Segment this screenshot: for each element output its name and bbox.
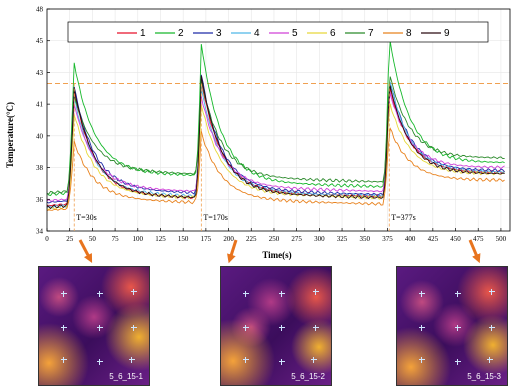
legend-label: 5: [292, 28, 298, 39]
legend-label: 6: [330, 28, 336, 39]
sensor-mark-icon: [419, 357, 425, 363]
x-axis-label: Time(s): [262, 250, 291, 260]
y-tick-label: 40: [36, 132, 44, 140]
y-tick-label: 34: [36, 228, 44, 236]
series-line-6: [46, 103, 505, 211]
sensor-mark-icon: [313, 289, 319, 295]
x-tick-label: 150: [178, 235, 189, 243]
sensor-mark-icon: [489, 289, 495, 295]
x-tick-label: 50: [89, 235, 97, 243]
x-tick-label: 375: [382, 235, 393, 243]
sensor-mark-icon: [61, 325, 67, 331]
x-tick-label: 125: [155, 235, 166, 243]
sensor-mark-icon: [455, 325, 461, 331]
sensor-mark-icon: [243, 291, 249, 297]
sensor-mark-icon: [97, 325, 103, 331]
x-tick-label: 425: [428, 235, 439, 243]
peak-annotation: T=30s: [76, 213, 97, 222]
peak-annotation: T=170s: [203, 213, 228, 222]
x-tick-label: 175: [201, 235, 212, 243]
x-tick-label: 200: [223, 235, 234, 243]
image-pointer-arrow: [468, 239, 481, 264]
sensor-mark-icon: [311, 357, 317, 363]
y-tick-label: 41: [36, 101, 44, 109]
legend-label: 1: [140, 28, 146, 39]
sensor-mark-icon: [279, 325, 285, 331]
sensor-mark-icon: [61, 291, 67, 297]
x-tick-label: 300: [314, 235, 325, 243]
y-tick-label: 43: [36, 69, 44, 77]
y-tick-label: 48: [36, 6, 44, 14]
plot-frame: [46, 8, 511, 232]
sensor-mark-icon: [243, 325, 249, 331]
x-tick-label: 75: [112, 235, 120, 243]
sensor-mark-icon: [61, 357, 67, 363]
sensor-mark-icon: [97, 291, 103, 297]
image-pointer-arrow: [78, 239, 93, 263]
sensor-mark-icon: [243, 357, 249, 363]
x-tick-label: 325: [337, 235, 348, 243]
legend-label: 4: [254, 28, 260, 39]
y-tick-label: 45: [36, 37, 44, 45]
y-axis-label: Temperature(°C): [5, 102, 15, 168]
x-tick-label: 25: [66, 235, 74, 243]
y-tick-label: 36: [36, 196, 44, 204]
x-tick-label: 475: [473, 235, 484, 243]
sensor-mark-icon: [419, 325, 425, 331]
x-tick-label: 100: [133, 235, 144, 243]
sensor-mark-icon: [97, 359, 103, 365]
series-line-7: [46, 76, 505, 195]
legend-label: 2: [178, 28, 184, 39]
legend-label: 7: [368, 28, 374, 39]
sensor-mark-icon: [455, 291, 461, 297]
series-line-2: [46, 41, 505, 197]
series-line-1: [46, 78, 505, 207]
thermal-image-2: 5_6_15-2: [220, 266, 332, 386]
x-tick-label: 450: [450, 235, 461, 243]
y-tick-label: 38: [36, 164, 44, 172]
x-tick-label: 400: [405, 235, 416, 243]
x-tick-label: 350: [359, 235, 370, 243]
thermal-image-3: 5_6_15-3: [396, 266, 508, 386]
series-line-5: [46, 92, 505, 202]
sensor-mark-icon: [419, 291, 425, 297]
peak-annotation: T=377s: [391, 213, 416, 222]
x-tick-label: 0: [45, 235, 49, 243]
legend-label: 8: [406, 28, 412, 39]
sensor-mark-icon: [313, 325, 319, 331]
thermal-image-label: 5_6_15-2: [291, 372, 325, 381]
series-line-9: [46, 75, 505, 210]
series-line-8: [46, 126, 505, 212]
sensor-mark-icon: [131, 325, 137, 331]
sensor-mark-icon: [489, 325, 495, 331]
x-tick-label: 500: [496, 235, 507, 243]
legend-box: [67, 21, 489, 43]
sensor-mark-icon: [279, 359, 285, 365]
x-tick-label: 250: [269, 235, 280, 243]
x-tick-label: 225: [246, 235, 257, 243]
thermal-image-1: 5_6_15-1: [38, 266, 150, 386]
thermal-image-label: 5_6_15-3: [467, 372, 501, 381]
thermal-image-label: 5_6_15-1: [109, 372, 143, 381]
x-tick-label: 275: [291, 235, 302, 243]
sensor-mark-icon: [279, 291, 285, 297]
sensor-mark-icon: [129, 357, 135, 363]
sensor-mark-icon: [455, 359, 461, 365]
sensor-mark-icon: [131, 289, 137, 295]
image-pointer-arrow: [227, 239, 238, 264]
legend-label: 3: [216, 28, 222, 39]
legend-label: 9: [444, 28, 450, 39]
sensor-mark-icon: [487, 357, 493, 363]
